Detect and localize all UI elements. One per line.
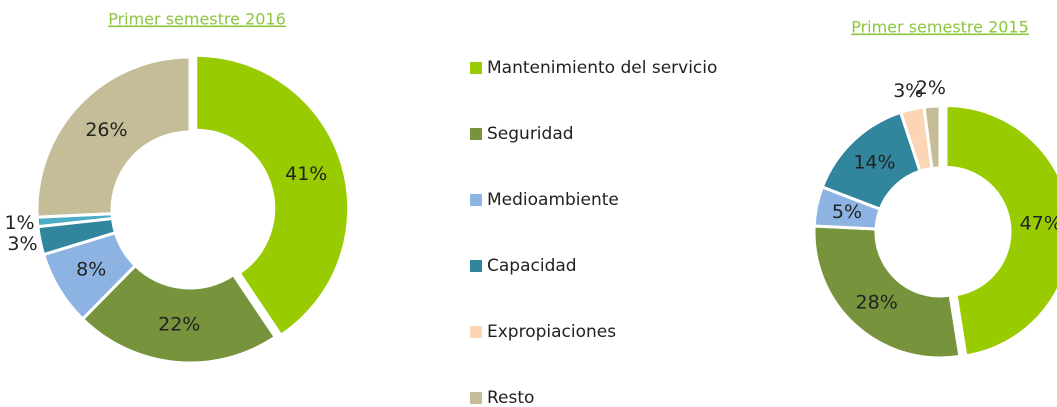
data-label: 3% [7, 233, 37, 255]
legend-swatch [470, 194, 482, 206]
legend-swatch [470, 260, 482, 272]
legend-label: Seguridad [487, 124, 574, 144]
data-label: 8% [76, 258, 106, 280]
legend-swatch [470, 392, 482, 404]
slice [80, 263, 278, 365]
legend-swatch [470, 326, 482, 338]
data-label: 47% [1020, 212, 1057, 234]
slice [944, 104, 1057, 358]
data-label: 22% [158, 313, 200, 335]
legend-label: Expropiaciones [487, 322, 616, 342]
data-label: 5% [832, 201, 862, 223]
chart-title: Primer semestre 2015 [851, 18, 1029, 37]
data-label: 26% [85, 119, 127, 141]
data-label: 14% [853, 152, 895, 174]
legend-label: Capacidad [487, 256, 577, 276]
legend-label: Medioambiente [487, 190, 619, 210]
slice [35, 55, 192, 219]
data-label: 41% [285, 163, 327, 185]
data-label: 2% [916, 77, 946, 99]
legend-label: Resto [487, 388, 534, 407]
legend-swatch [470, 128, 482, 140]
slice [812, 224, 962, 360]
legend-label: Mantenimiento del servicio [487, 58, 717, 78]
data-label: 28% [856, 291, 898, 313]
data-label: 3% [893, 80, 923, 102]
slice [922, 104, 942, 171]
slice [194, 53, 351, 338]
legend-swatch [470, 62, 482, 74]
data-label: 1% [4, 212, 34, 234]
chart-title: Primer semestre 2016 [108, 10, 286, 29]
